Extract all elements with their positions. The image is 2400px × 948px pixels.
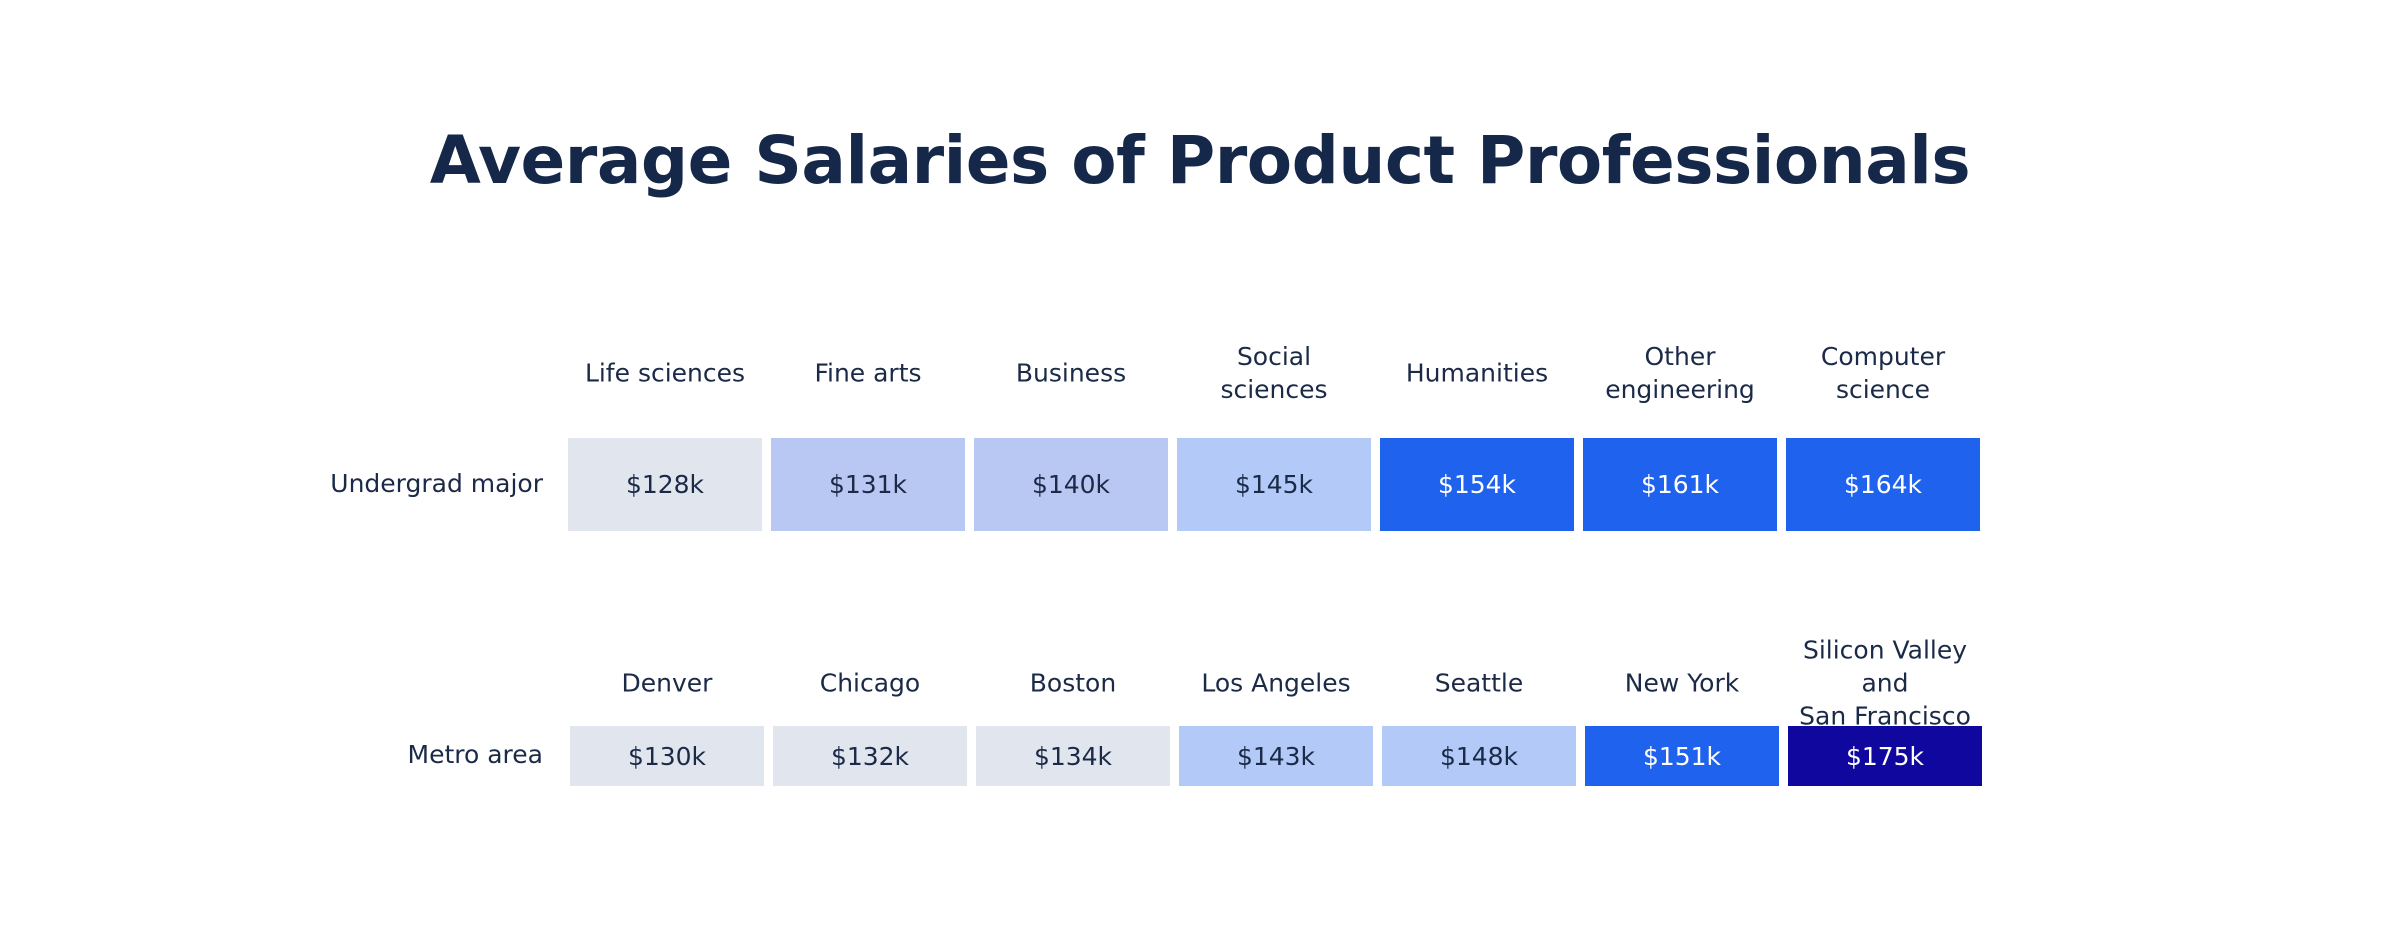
heatmap-cell: $161k [1583,438,1777,531]
heatmap-cell: $130k [570,726,764,786]
column-label: Social sciences [1220,342,1328,404]
heatmap-cell: $175k [1788,726,1982,786]
column-label: Chicago [819,668,921,698]
column-label: Fine arts [814,358,922,388]
column-label: Seattle [1434,668,1524,698]
heatmap-cell: $140k [974,438,1168,531]
column-label: Denver [621,668,713,698]
column-label: Other engineering [1605,342,1755,404]
heatmap-cell: $131k [771,438,965,531]
column-label: Business [1015,358,1127,388]
heatmap-cell: $164k [1786,438,1980,531]
column-label: Life sciences [584,358,746,388]
heatmap-cell: $134k [976,726,1170,786]
column-label: Silicon Valley and San Francisco [1799,635,1971,731]
heatmap-cell: $154k [1380,438,1574,531]
chart-title: Average Salaries of Product Professional… [429,122,1971,199]
row-label: Metro area [407,740,543,769]
row-label: Undergrad major [330,468,543,498]
heatmap-cell: $145k [1177,438,1371,531]
heatmap-cell: $143k [1179,726,1373,786]
heatmap-cell: $148k [1382,726,1576,786]
heatmap-cell: $128k [568,438,762,531]
column-label: New York [1624,668,1740,698]
column-label: Computer science [1820,342,1946,404]
column-label: Humanities [1405,358,1549,388]
column-label: Los Angeles [1201,668,1351,698]
heatmap-cell: $151k [1585,726,1779,786]
heatmap-cell: $132k [773,726,967,786]
column-label: Boston [1029,668,1117,698]
